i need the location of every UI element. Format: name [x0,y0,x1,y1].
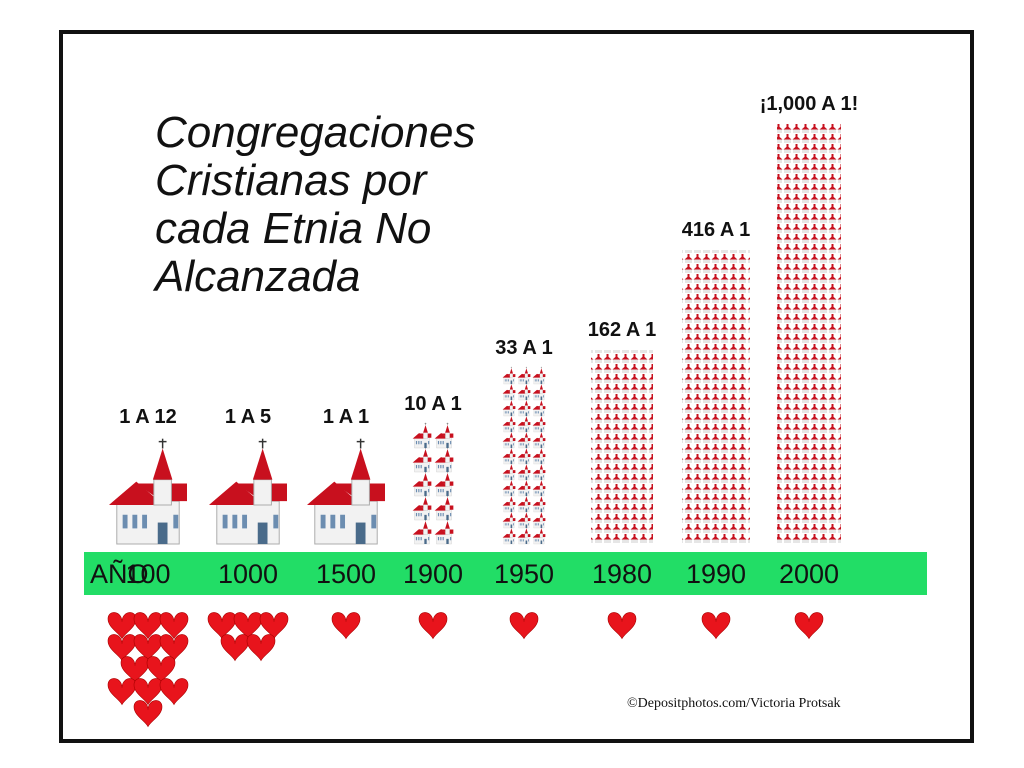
title-line-3: cada Etnia No [155,204,432,253]
heart-icon [233,612,263,640]
heart-icon [146,656,176,684]
timeline-bar [84,552,927,595]
church-icon [682,250,750,544]
church-icon [434,470,454,497]
heart-icon [220,634,250,662]
heart-icon [133,700,163,728]
church-icon [517,526,531,545]
ratio-label: 33 A 1 [495,337,552,359]
church-icon [517,382,531,401]
heart-icon [133,612,163,640]
church-icon [412,494,432,521]
year-label: 1900 [403,559,463,589]
church-icon [502,398,516,417]
church-icon [517,478,531,497]
church-icon [532,398,546,417]
year-label: 1990 [686,559,746,589]
heart-icon [331,612,361,640]
year-label: 1000 [218,559,278,589]
church-icon [517,446,531,465]
heart-icon [418,612,448,640]
heart-icon [259,612,289,640]
church-icon [517,462,531,481]
church-icon [502,462,516,481]
heart-icon [207,612,237,640]
ratio-label: 1 A 1 [323,406,369,428]
year-label: 2000 [779,559,839,589]
heart-icon [120,656,150,684]
heart-icon [159,678,189,706]
infographic-frame: Congregaciones Cristianas por cada Etnia… [59,30,974,743]
church-icon [434,422,454,449]
year-label: 1500 [316,559,376,589]
heart-icon [107,612,137,640]
church-icon [532,462,546,481]
title-line-2: Cristianas por [155,156,427,205]
church-icon [517,414,531,433]
church-icon [412,422,432,449]
church-icon [532,430,546,449]
church-icon [591,350,653,544]
ratio-label: ¡1,000 A 1! [760,93,859,115]
church-icon [109,438,187,545]
ratio-label: 162 A 1 [588,319,657,341]
church-icon [532,478,546,497]
church-icon [502,414,516,433]
heart-icon [794,612,824,640]
heart-icon [246,634,276,662]
heart-icon [159,612,189,640]
pictograph-chart: AÑO 1 A 12 100 1 A 5 1000 1 A 1 1500 10 A 1 190… [84,93,927,728]
ratio-label: 10 A 1 [404,393,461,415]
axis-label: AÑO [90,558,149,589]
church-icon [517,366,531,385]
church-icon [209,438,287,545]
chart-title: Congregaciones Cristianas por cada Etnia… [155,109,475,301]
heart-icon [607,612,637,640]
church-icon [502,430,516,449]
church-icon [502,526,516,545]
heart-icon [133,678,163,706]
church-icon [307,438,385,545]
church-icon [434,518,454,545]
heart-icon [701,612,731,640]
church-icon [517,398,531,417]
church-icon [434,446,454,473]
ratio-label: 1 A 5 [225,406,271,428]
church-icon [517,510,531,529]
church-icon [532,446,546,465]
church-icon [532,382,546,401]
church-icon [532,510,546,529]
church-icon [502,510,516,529]
church-icon [777,124,841,544]
church-icon [412,518,432,545]
church-icon [502,494,516,513]
church-icon [532,414,546,433]
church-icon [502,478,516,497]
ratio-label: 416 A 1 [682,219,751,241]
church-icon [517,494,531,513]
church-icon [517,430,531,449]
image-credit: ©Depositphotos.com/Victoria Protsak [627,696,841,711]
church-icon [502,382,516,401]
year-label: 1950 [494,559,554,589]
church-icon [502,446,516,465]
title-line-4: Alcanzada [155,252,361,301]
church-icon [412,470,432,497]
church-icon [502,366,516,385]
heart-icon [107,678,137,706]
title-line-1: Congregaciones [155,108,476,157]
church-icon [412,446,432,473]
year-label: 1980 [592,559,652,589]
heart-icon [509,612,539,640]
church-icon [532,494,546,513]
year-label: 100 [125,559,170,589]
church-icon [532,366,546,385]
church-icon [532,526,546,545]
church-icon [434,494,454,521]
ratio-label: 1 A 12 [119,406,176,428]
